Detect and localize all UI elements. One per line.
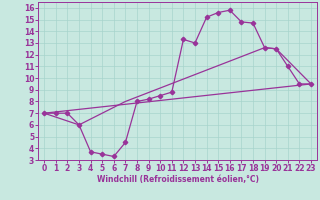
X-axis label: Windchill (Refroidissement éolien,°C): Windchill (Refroidissement éolien,°C) bbox=[97, 175, 259, 184]
